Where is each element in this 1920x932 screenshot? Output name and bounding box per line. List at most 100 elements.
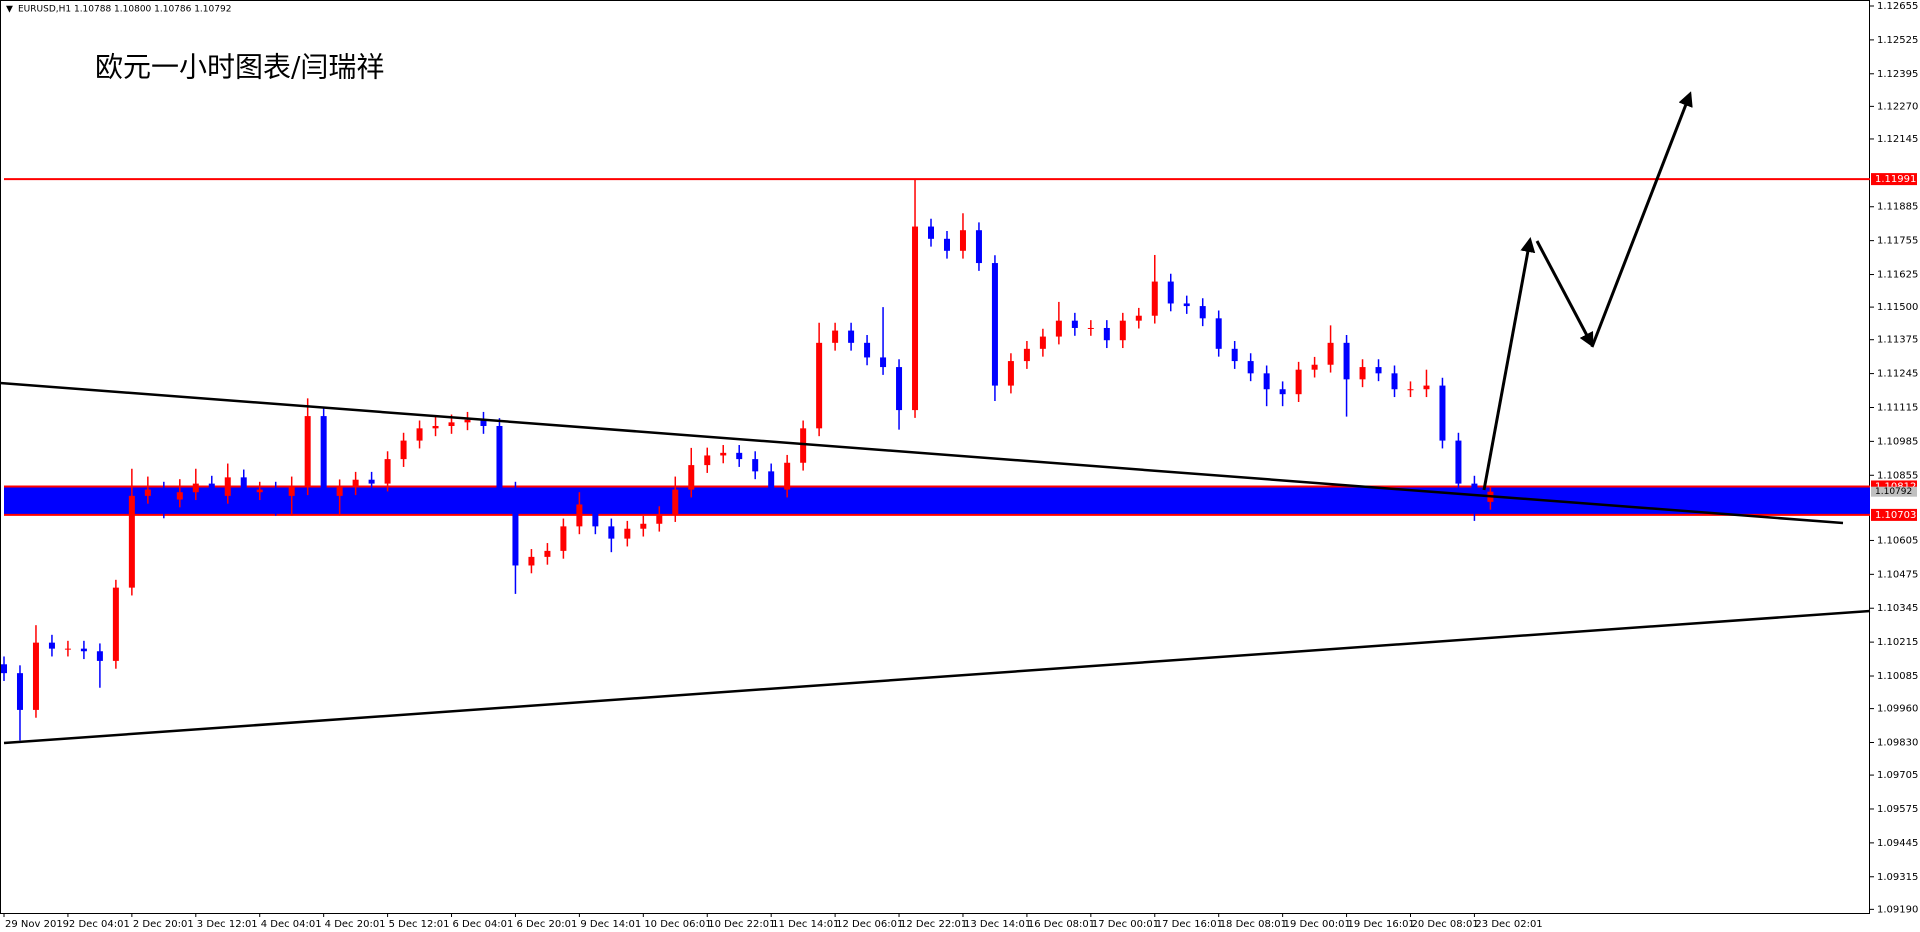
y-tick-label: 1.09445 bbox=[1877, 838, 1918, 849]
candle-body bbox=[224, 477, 231, 496]
candle-body bbox=[624, 528, 631, 539]
candle-body bbox=[240, 477, 247, 493]
y-tick-label: 1.10345 bbox=[1877, 603, 1918, 614]
y-tick-label: 1.12395 bbox=[1877, 69, 1918, 80]
x-tick-label: 16 Dec 08:01 bbox=[1028, 919, 1095, 930]
candle-body bbox=[288, 487, 295, 496]
candle-body bbox=[1439, 385, 1446, 441]
candle-body bbox=[720, 452, 727, 456]
candle-body bbox=[1311, 364, 1318, 370]
x-tick-label: 18 Dec 08:01 bbox=[1220, 919, 1287, 930]
candle-body bbox=[928, 226, 935, 239]
candle-body bbox=[1263, 373, 1270, 390]
candle-body bbox=[1, 664, 7, 674]
y-tick-label: 1.09575 bbox=[1877, 804, 1918, 815]
x-tick-label: 4 Dec 20:01 bbox=[325, 919, 386, 930]
support-zone bbox=[4, 486, 1870, 515]
candle-body bbox=[64, 648, 71, 650]
y-tick-label: 1.10985 bbox=[1877, 436, 1918, 447]
y-tick-label: 1.11500 bbox=[1877, 302, 1918, 313]
y-tick-label: 1.11115 bbox=[1877, 402, 1918, 413]
y-tick-label: 1.11755 bbox=[1877, 236, 1918, 247]
candle-body bbox=[832, 330, 839, 343]
y-tick-label: 1.11885 bbox=[1877, 202, 1918, 213]
candle-body bbox=[16, 673, 23, 710]
y-tick-label: 1.10855 bbox=[1877, 470, 1918, 481]
candle-body bbox=[784, 462, 791, 490]
candle-body bbox=[1023, 348, 1030, 362]
y-tick-label: 1.09190 bbox=[1877, 904, 1918, 915]
candle-body bbox=[1279, 389, 1286, 395]
candle-body bbox=[160, 489, 167, 500]
candle-body bbox=[272, 489, 279, 496]
candle-body bbox=[1135, 315, 1142, 321]
menu-glyph[interactable]: ▼ bbox=[6, 5, 13, 15]
price-tag-label: 1.11991 bbox=[1875, 174, 1916, 185]
candle-body bbox=[672, 489, 679, 515]
candle-body bbox=[512, 489, 519, 566]
candle-body bbox=[1007, 361, 1014, 386]
plot-frame bbox=[0, 0, 1870, 914]
candle-body bbox=[1247, 361, 1254, 374]
price-tag bbox=[1871, 173, 1917, 186]
candle-body bbox=[256, 489, 263, 493]
candle-body bbox=[688, 465, 695, 490]
x-tick-label: 29 Nov 2019 bbox=[5, 919, 69, 930]
x-tick-label: 2 Dec 04:01 bbox=[69, 919, 130, 930]
x-tick-label: 19 Dec 00:01 bbox=[1284, 919, 1351, 930]
x-tick-label: 10 Dec 22:01 bbox=[708, 919, 775, 930]
x-tick-label: 9 Dec 14:01 bbox=[580, 919, 641, 930]
x-tick-label: 11 Dec 14:01 bbox=[772, 919, 839, 930]
candle-body bbox=[1103, 327, 1110, 341]
y-tick-label: 1.09315 bbox=[1877, 872, 1918, 883]
x-tick-label: 10 Dec 06:01 bbox=[644, 919, 711, 930]
candle-body bbox=[432, 425, 439, 429]
x-tick-label: 17 Dec 16:01 bbox=[1156, 919, 1223, 930]
candle-body bbox=[1471, 483, 1478, 502]
candle-body bbox=[1199, 306, 1206, 319]
candle-body bbox=[1423, 385, 1430, 390]
candle-body bbox=[1215, 318, 1222, 349]
price-tag-label: 1.10703 bbox=[1875, 510, 1916, 521]
candle-body bbox=[880, 357, 887, 368]
x-tick-label: 20 Dec 08:01 bbox=[1411, 919, 1478, 930]
candle-body bbox=[320, 416, 327, 496]
candle-body bbox=[1327, 342, 1334, 365]
candle-body bbox=[544, 550, 551, 557]
candle-body bbox=[1375, 367, 1382, 374]
x-tick-label: 4 Dec 04:01 bbox=[261, 919, 322, 930]
last-price-label: 1.10792 bbox=[1875, 487, 1912, 497]
candle-body bbox=[384, 459, 391, 484]
candle-body bbox=[176, 492, 183, 500]
candle-body bbox=[32, 642, 39, 710]
y-tick-label: 1.10215 bbox=[1877, 637, 1918, 648]
candle-body bbox=[1039, 336, 1046, 349]
candle-body bbox=[208, 483, 215, 496]
candle-body bbox=[1119, 320, 1126, 341]
candle-body bbox=[1183, 303, 1190, 307]
candle-body bbox=[112, 587, 119, 661]
candle-body bbox=[592, 504, 599, 527]
x-tick-label: 2 Dec 20:01 bbox=[133, 919, 194, 930]
x-tick-label: 19 Dec 16:01 bbox=[1348, 919, 1415, 930]
symbol-header: EURUSD,H1 1.10788 1.10800 1.10786 1.1079… bbox=[18, 5, 231, 15]
candle-body bbox=[1407, 389, 1414, 391]
y-tick-label: 1.11375 bbox=[1877, 335, 1918, 346]
price-tag bbox=[1871, 508, 1917, 521]
candle-body bbox=[959, 230, 966, 251]
y-tick-label: 1.10605 bbox=[1877, 535, 1918, 546]
candle-body bbox=[80, 648, 87, 652]
candle-body bbox=[752, 459, 759, 472]
x-tick-label: 6 Dec 20:01 bbox=[516, 919, 577, 930]
annotation: 欧元一小时图表/闫瑞祥 bbox=[95, 51, 384, 84]
y-tick-label: 1.10085 bbox=[1877, 671, 1918, 682]
candle-body bbox=[464, 419, 471, 423]
candle-body bbox=[304, 416, 311, 488]
x-tick-label: 23 Dec 02:01 bbox=[1475, 919, 1542, 930]
candle-body bbox=[975, 230, 982, 264]
candle-body bbox=[400, 440, 407, 460]
candle-body bbox=[128, 495, 135, 588]
y-tick-label: 1.09960 bbox=[1877, 704, 1918, 715]
candle-body bbox=[528, 556, 535, 566]
candle-body bbox=[1231, 348, 1238, 362]
